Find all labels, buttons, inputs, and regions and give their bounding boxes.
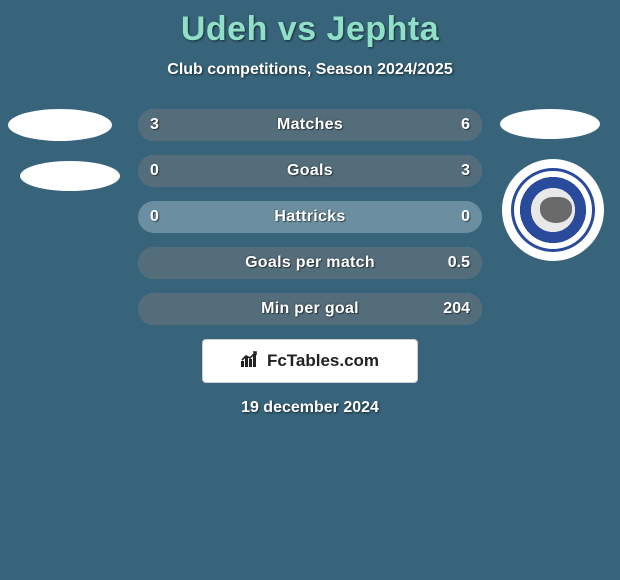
stat-value-right: 0.5 <box>448 247 470 279</box>
source-logo[interactable]: FcTables.com <box>202 339 418 383</box>
comparison-bars: Matches36Goals03Hattricks00Goals per mat… <box>138 109 482 325</box>
stat-row: Min per goal204 <box>138 293 482 325</box>
page-title: Udeh vs Jephta <box>0 0 620 49</box>
stat-label: Goals <box>138 155 482 187</box>
stat-row: Goals0 3 <box>138 155 482 187</box>
stat-value-left: 0 <box>150 201 159 233</box>
stat-value-right: 0 <box>461 201 470 233</box>
team-badge-right-1 <box>500 109 600 139</box>
stat-row: Hattricks0 0 <box>138 201 482 233</box>
stats-card: Udeh vs Jephta Club competitions, Season… <box>0 0 620 580</box>
stat-row: Matches3 6 <box>138 109 482 141</box>
stat-label: Matches <box>138 109 482 141</box>
stat-value-right: 204 <box>443 293 470 325</box>
club-crest-icon <box>511 168 595 252</box>
chart-icon <box>241 351 261 372</box>
stat-value-right: 6 <box>461 109 470 141</box>
team-badge-right-2 <box>502 159 604 261</box>
subtitle: Club competitions, Season 2024/2025 <box>0 61 620 79</box>
stat-label: Goals per match <box>138 247 482 279</box>
team-badge-left-1 <box>8 109 112 141</box>
body-area: Matches36Goals03Hattricks00Goals per mat… <box>0 109 620 417</box>
date-label: 19 december 2024 <box>0 399 620 417</box>
source-logo-text: FcTables.com <box>267 351 379 371</box>
stat-row: Goals per match0.5 <box>138 247 482 279</box>
stat-label: Min per goal <box>138 293 482 325</box>
stat-value-right: 3 <box>461 155 470 187</box>
stat-label: Hattricks <box>138 201 482 233</box>
team-badge-left-2 <box>20 161 120 191</box>
stat-value-left: 3 <box>150 109 159 141</box>
stat-value-left: 0 <box>150 155 159 187</box>
